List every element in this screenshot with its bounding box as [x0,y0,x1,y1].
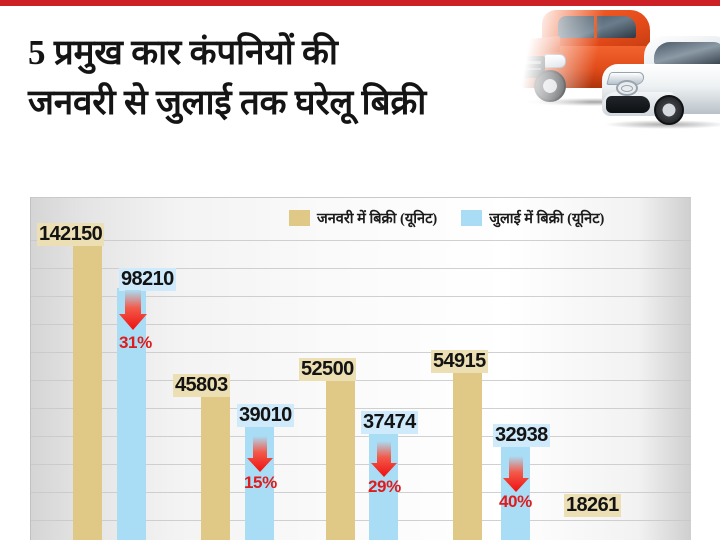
bar-jul-1 [117,288,146,540]
chart-bars: 142150 98210 31% 45803 39010 15% [31,198,691,540]
legend-item-jan: जनवरी में बिक्री (यूनिट) [289,208,437,228]
bar-jan-3 [326,376,355,540]
drop-arrow-3 [371,441,397,477]
drop-percent-2: 15% [244,473,277,492]
headline-line-2: जनवरी से जुलाई तक घरेलू बिक्री [28,82,427,122]
bar-chart: जनवरी में बिक्री (यूनिट) जुलाई में बिक्र… [30,197,691,540]
drop-percent-3: 29% [368,477,401,496]
legend-swatch-jul [461,210,483,226]
bar-value-jul-4: 32938 [493,424,550,447]
bar-jan-1 [73,243,102,540]
bar-jan-2 [201,391,230,540]
legend-item-jul: जुलाई में बिक्री (यूनिट) [461,208,604,228]
drop-percent-4: 40% [499,492,532,511]
bar-value-jul-1: 98210 [119,268,176,291]
top-red-rule [0,0,720,6]
bar-value-jul-2: 39010 [237,404,294,427]
page-title: 5 प्रमुख कार कंपनियों की जनवरी से जुलाई … [28,28,548,127]
photo-fade-overlay [490,6,720,131]
drop-arrow-2 [247,436,273,472]
chart-gridlines [31,198,691,540]
headline-line-1: 5 प्रमुख कार कंपनियों की [28,33,338,72]
bar-value-jul-3: 37474 [361,411,418,434]
bar-value-jan-5: 18261 [564,494,621,517]
drop-arrow-4 [503,456,529,492]
bar-value-jan-1: 142150 [37,223,105,246]
drop-percent-1: 31% [119,333,152,352]
legend-label-jul: जुलाई में बिक्री (यूनिट) [489,211,605,227]
legend-label-jan: जनवरी में बिक्री (यूनिट) [317,211,438,227]
cars-photo [490,6,720,131]
bar-jan-4 [453,368,482,540]
bar-value-jan-3: 52500 [299,358,356,381]
legend-swatch-jan [289,210,310,226]
drop-arrow-1 [119,290,147,330]
chart-legend: जनवरी में बिक्री (यूनिट) जुलाई में बिक्र… [289,208,604,228]
bar-value-jan-2: 45803 [173,374,230,397]
bar-value-jan-4: 54915 [431,350,488,373]
